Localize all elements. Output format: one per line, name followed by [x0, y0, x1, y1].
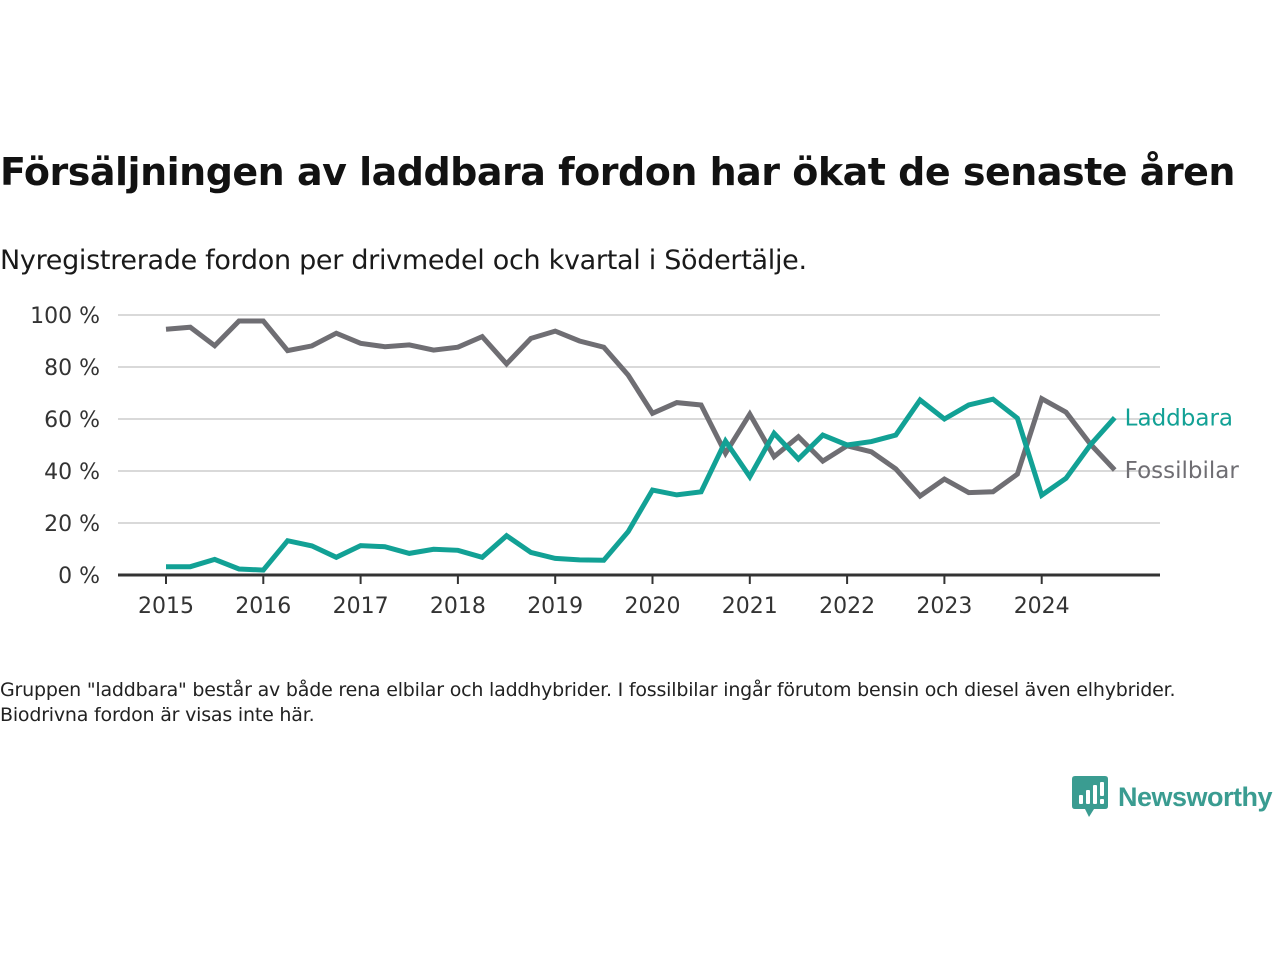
x-tick-label: 2023 [916, 594, 972, 619]
x-tick-label: 2021 [722, 594, 778, 619]
chart-subtitle: Nyregistrerade fordon per drivmedel och … [0, 245, 807, 276]
brand-logo: Newsworthy [1072, 776, 1273, 818]
series-label-fossilbilar: Fossilbilar [1125, 458, 1240, 484]
x-tick-label: 2017 [333, 594, 389, 619]
y-tick-label: 20 % [44, 512, 100, 537]
brand-name: Newsworthy [1118, 781, 1273, 812]
x-tick-label: 2015 [138, 594, 194, 619]
y-tick-label: 80 % [44, 356, 100, 381]
footnote: Gruppen "laddbara" består av både rena e… [0, 679, 1176, 726]
y-tick-label: 100 % [30, 304, 100, 329]
gridlines [118, 314, 1160, 524]
x-tick-label: 2024 [1014, 594, 1070, 619]
newsworthy-logo-icon [1072, 776, 1108, 817]
x-tick-label: 2020 [625, 594, 681, 619]
series-label-laddbara: Laddbara [1125, 406, 1233, 432]
chart-title: Försäljningen av laddbara fordon har öka… [0, 150, 1235, 194]
series-line-fossilbilar [165, 318, 1117, 500]
y-tick-label: 60 % [44, 408, 100, 433]
x-tick-label: 2022 [819, 594, 875, 619]
series-lines [165, 318, 1117, 573]
x-tick-label: 2019 [527, 594, 583, 619]
x-tick-label: 2016 [235, 594, 291, 619]
y-tick-label: 0 % [58, 564, 100, 589]
y-axis-ticks: 0 % 20 % 40 % 60 % 80 % 100 % [30, 304, 100, 589]
y-tick-label: 40 % [44, 460, 100, 485]
line-chart: 0 %20 %40 %60 %80 %100 % 2015 2016 2017 201… [30, 304, 1240, 619]
x-tick-label: 2018 [430, 594, 486, 619]
series-line-laddbara [166, 396, 1117, 573]
x-axis: 2015 2016 2017 2018 2019 2020 2021 2022 2023 2024 [118, 573, 1160, 619]
series-labels: Fossilbilar Laddbara [1125, 406, 1240, 484]
